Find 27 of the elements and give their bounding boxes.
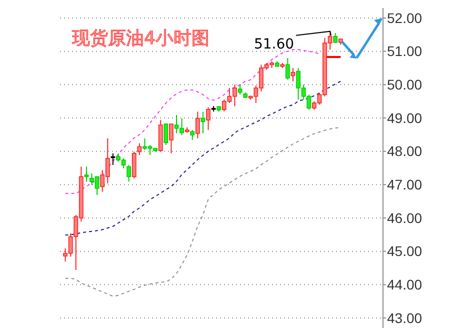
candlestick — [132, 151, 136, 179]
y-tick-label: 49.00 — [387, 110, 422, 126]
candlestick — [164, 122, 168, 146]
candlestick — [290, 68, 296, 82]
candlestick — [84, 166, 89, 182]
y-tick-label: 44.00 — [387, 276, 422, 293]
y-tick-label: 51.00 — [387, 43, 422, 60]
y-tick-label: 50.00 — [387, 76, 422, 93]
candlestick — [333, 32, 338, 44]
y-tick-label: 47.00 — [387, 176, 422, 193]
candlestick — [190, 130, 195, 140]
candlestick — [285, 58, 290, 80]
y-tick-label: 43.00 — [387, 310, 422, 326]
line-series — [64, 49, 320, 194]
y-tick-label: 46.00 — [387, 210, 422, 226]
candlestick — [137, 142, 142, 156]
candlestick — [200, 111, 206, 134]
candlestick — [206, 106, 210, 130]
annotation: 51.60 — [254, 36, 294, 52]
candlestick — [126, 164, 132, 182]
y-tick-label: 48.00 — [387, 143, 422, 160]
y-tick-label: 45.00 — [387, 243, 422, 260]
text: 现货原油4小时图 — [72, 28, 210, 49]
y-tick-label: 52.00 — [387, 10, 422, 26]
candlestick — [168, 124, 174, 154]
candlestick — [238, 84, 242, 96]
candlestick — [195, 111, 200, 139]
